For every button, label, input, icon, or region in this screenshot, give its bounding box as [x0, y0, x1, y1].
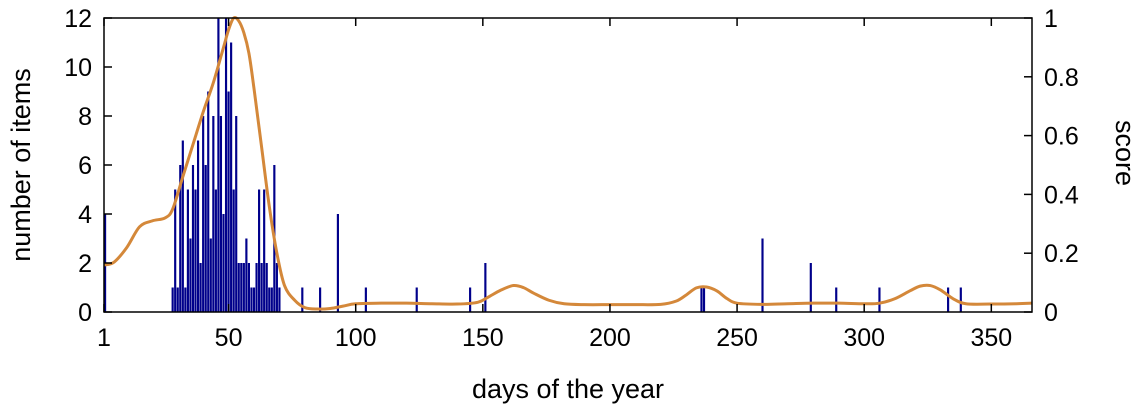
axis-ticks: 1 50 100 150 200 250 300 35002468101200.20.40.6…: [64, 5, 1079, 352]
x-tick-label: 100: [335, 324, 377, 352]
bar: [265, 263, 268, 312]
x-tick-label: 150: [462, 324, 504, 352]
bar: [224, 18, 228, 312]
bar: [237, 263, 240, 312]
score-line-series: [103, 16, 1033, 311]
x-tick-label: 350: [970, 324, 1012, 352]
bar: [268, 287, 271, 312]
bar: [278, 287, 281, 312]
bar: [809, 263, 812, 312]
bar: [209, 238, 212, 312]
bar: [186, 189, 189, 312]
bar: [179, 165, 182, 312]
bar: [878, 287, 881, 312]
y2-tick-label: 0: [1044, 299, 1058, 327]
bar: [222, 214, 225, 312]
x-tick-label: 250: [716, 324, 758, 352]
bar: [194, 189, 197, 312]
bar-series: [104, 18, 962, 312]
bar: [207, 91, 210, 312]
x-tick-label: 1: [97, 324, 111, 352]
y2-tick-label: 0.6: [1044, 123, 1079, 151]
bar: [214, 189, 217, 312]
bar: [242, 263, 245, 312]
y-tick-label: 8: [78, 103, 92, 131]
y-tick-label: 4: [78, 201, 92, 229]
y2-tick-label: 0.4: [1044, 181, 1079, 209]
bar: [235, 116, 238, 312]
bar: [171, 287, 174, 312]
bar: [260, 263, 263, 312]
bar: [181, 140, 184, 312]
bar: [484, 263, 487, 312]
bar: [947, 287, 950, 312]
bar: [250, 287, 253, 312]
x-tick-label: 200: [589, 324, 631, 352]
bar: [263, 189, 266, 312]
y2-tick-label: 1: [1044, 5, 1058, 33]
y-tick-label: 2: [78, 250, 92, 278]
bar: [252, 287, 256, 312]
bar: [217, 18, 220, 312]
bar: [835, 287, 838, 312]
y2-tick-label: 0.2: [1044, 240, 1079, 268]
y2-tick-label: 0.8: [1044, 64, 1079, 92]
bar: [174, 189, 177, 312]
bar: [258, 189, 261, 312]
bar: [319, 287, 322, 312]
x-tick-label: 300: [843, 324, 885, 352]
x-axis-title: days of the year: [472, 374, 664, 404]
score-line: [103, 16, 1033, 311]
bar: [270, 287, 273, 312]
bar: [255, 263, 258, 312]
y-tick-label: 12: [64, 5, 92, 33]
bar: [415, 287, 418, 312]
bar: [184, 287, 187, 312]
bar: [230, 42, 233, 312]
bar: [275, 263, 278, 312]
bar: [204, 165, 207, 312]
bar: [219, 116, 223, 312]
bar: [232, 189, 235, 312]
y-axis-title: number of items: [6, 68, 36, 262]
bar: [336, 214, 339, 312]
bar: [959, 287, 962, 312]
bar: [202, 116, 205, 312]
bar: [227, 91, 230, 312]
bar: [189, 238, 192, 312]
bar: [301, 287, 304, 312]
bar: [196, 140, 200, 312]
bar: [700, 287, 703, 312]
bar: [702, 287, 706, 312]
x-tick-label: 50: [215, 324, 243, 352]
y-tick-label: 10: [64, 54, 92, 82]
bar: [199, 263, 202, 312]
y-tick-label: 6: [78, 152, 92, 180]
bar: [176, 287, 179, 312]
bar: [469, 287, 472, 312]
y2-axis-title: score: [1110, 120, 1137, 186]
bar: [245, 238, 248, 312]
bar: [247, 263, 250, 312]
bar: [761, 238, 764, 312]
y-tick-label: 0: [78, 299, 92, 327]
bar: [240, 263, 243, 312]
bar: [191, 165, 195, 312]
bar: [364, 287, 367, 312]
bar: [212, 116, 215, 312]
